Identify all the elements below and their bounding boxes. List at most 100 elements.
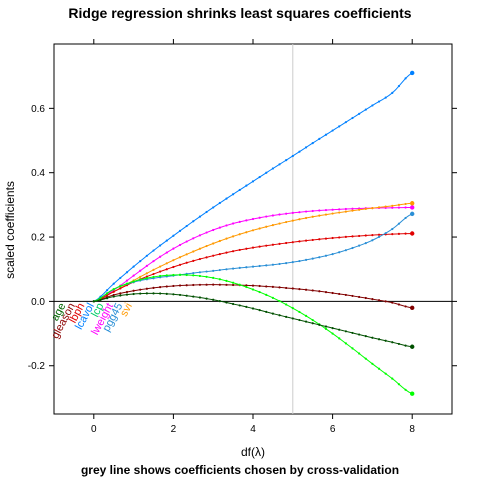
data-point — [324, 213, 328, 216]
data-point — [304, 239, 308, 242]
data-point — [364, 108, 367, 111]
data-point — [331, 236, 334, 240]
data-point — [251, 284, 255, 287]
data-point — [145, 275, 148, 278]
data-point — [278, 286, 281, 289]
data-point — [172, 273, 175, 277]
data-point — [198, 257, 202, 261]
data-point — [318, 137, 321, 140]
data-point — [232, 235, 235, 238]
series-lines — [92, 70, 415, 396]
data-point — [304, 258, 308, 261]
data-point — [318, 209, 321, 212]
data-point — [245, 266, 248, 269]
data-point — [185, 253, 188, 256]
data-point — [271, 285, 274, 289]
data-point — [152, 249, 155, 252]
data-point — [159, 292, 162, 295]
data-point — [397, 84, 401, 88]
data-point — [212, 206, 215, 209]
data-point — [159, 244, 162, 247]
data-point — [311, 257, 314, 260]
data-point — [145, 287, 148, 290]
data-point — [377, 233, 381, 236]
data-point — [112, 295, 115, 298]
data-point — [258, 227, 261, 230]
data-point — [285, 261, 288, 265]
data-point — [285, 220, 288, 224]
data-point — [251, 229, 255, 232]
data-point — [338, 208, 341, 211]
data-point — [404, 232, 407, 235]
data-point — [384, 339, 387, 342]
data-point — [105, 294, 109, 297]
endpoint-marker — [410, 205, 415, 210]
series-age — [92, 292, 415, 349]
data-point — [278, 299, 281, 303]
data-point — [331, 332, 334, 335]
data-point — [311, 289, 314, 292]
data-point — [351, 209, 354, 212]
x-tick-label: 2 — [171, 424, 177, 435]
data-point — [172, 284, 175, 288]
data-point — [165, 285, 168, 288]
data-point — [397, 342, 401, 346]
endpoint-marker — [410, 305, 415, 311]
data-point — [285, 303, 288, 306]
chart-title: Ridge regression shrinks least squares c… — [68, 5, 411, 21]
data-point — [298, 211, 301, 214]
data-point — [291, 211, 294, 215]
data-point — [145, 272, 148, 275]
data-point — [324, 291, 328, 294]
data-point — [165, 274, 168, 277]
data-point — [225, 301, 228, 304]
data-point — [198, 234, 202, 237]
data-point — [344, 330, 347, 333]
data-point — [351, 331, 354, 335]
data-point — [218, 226, 221, 229]
data-point — [404, 388, 407, 391]
data-point — [265, 293, 268, 296]
data-point — [159, 274, 162, 278]
data-point — [145, 292, 148, 295]
data-point — [238, 248, 241, 252]
data-point — [285, 212, 288, 215]
data-point — [304, 146, 308, 149]
data-point — [344, 207, 347, 211]
data-point — [344, 342, 347, 345]
data-point — [364, 207, 367, 211]
data-point — [205, 256, 208, 259]
data-point — [371, 336, 374, 339]
data-point — [338, 337, 341, 340]
data-point — [397, 303, 401, 306]
data-point — [404, 344, 407, 347]
data-point — [397, 383, 401, 386]
data-point — [265, 171, 268, 174]
data-point — [245, 305, 248, 309]
data-point — [165, 239, 168, 242]
data-point — [165, 268, 168, 271]
data-point — [278, 314, 281, 317]
data-point — [125, 293, 129, 296]
data-point — [185, 240, 188, 243]
data-point — [245, 284, 248, 287]
data-point — [404, 77, 407, 80]
data-point — [212, 276, 215, 279]
data-point — [358, 208, 361, 211]
data-point — [245, 231, 248, 234]
data-point — [251, 217, 255, 221]
data-point — [258, 309, 261, 312]
data-point — [404, 202, 407, 206]
data-point — [192, 237, 195, 240]
data-point — [125, 279, 129, 282]
endpoint-marker — [410, 70, 415, 76]
series-gleason — [92, 283, 415, 311]
data-point — [391, 301, 394, 304]
data-point — [397, 222, 401, 225]
data-point — [218, 268, 221, 272]
data-point — [139, 269, 142, 272]
data-point — [205, 270, 208, 273]
data-point — [291, 307, 294, 310]
data-point — [212, 269, 215, 272]
